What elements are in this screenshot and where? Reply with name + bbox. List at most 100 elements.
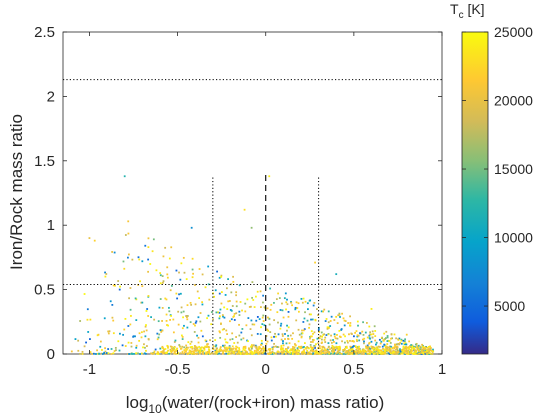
data-point: [420, 348, 423, 351]
data-point: [235, 336, 237, 338]
data-point: [235, 305, 238, 308]
data-point: [344, 335, 346, 338]
data-point: [354, 350, 357, 353]
data-point: [389, 345, 391, 348]
data-point: [367, 348, 370, 351]
data-point: [320, 352, 323, 355]
data-point: [279, 327, 282, 330]
y-tick-label: 2: [47, 88, 55, 105]
data-point: [244, 347, 247, 350]
data-point: [186, 304, 189, 307]
data-point: [215, 352, 218, 354]
data-point: [318, 331, 321, 333]
data-point: [311, 335, 313, 338]
data-point: [362, 333, 365, 336]
data-point: [338, 312, 341, 315]
data-point: [192, 350, 194, 353]
data-point: [208, 346, 210, 349]
x-tick-label: 0: [262, 361, 270, 378]
data-point: [159, 298, 162, 300]
data-point: [146, 345, 148, 347]
data-point: [424, 348, 427, 350]
data-point: [182, 316, 184, 319]
data-point: [228, 345, 231, 348]
data-point: [141, 331, 143, 334]
data-point: [285, 308, 287, 311]
data-point: [269, 308, 272, 311]
data-point: [244, 302, 247, 305]
data-point: [156, 338, 159, 341]
data-point: [251, 344, 253, 346]
data-point: [262, 351, 265, 353]
data-point: [183, 324, 185, 327]
data-point: [149, 263, 152, 265]
data-point: [162, 349, 165, 352]
data-point: [253, 323, 256, 326]
data-point: [416, 347, 419, 350]
data-point: [352, 345, 355, 347]
data-point: [406, 352, 408, 355]
data-point: [424, 346, 427, 349]
data-point: [287, 326, 290, 329]
data-point: [313, 302, 316, 304]
data-point: [196, 346, 199, 349]
data-point: [306, 302, 309, 305]
data-point: [325, 318, 328, 320]
data-point: [309, 346, 312, 348]
data-point: [169, 352, 172, 355]
data-point: [89, 338, 91, 340]
data-point: [394, 343, 396, 346]
data-point: [430, 347, 432, 349]
data-point: [417, 350, 420, 353]
data-point: [409, 352, 412, 355]
data-point: [413, 353, 416, 355]
data-point: [225, 341, 228, 344]
data-point: [291, 337, 294, 340]
data-point: [322, 345, 325, 348]
data-point: [280, 351, 283, 353]
data-point: [352, 352, 355, 354]
data-point: [297, 328, 300, 331]
data-point: [382, 351, 384, 354]
data-point: [276, 311, 279, 314]
data-point: [269, 331, 272, 333]
data-point: [181, 338, 184, 340]
data-point: [410, 347, 413, 350]
data-point: [113, 251, 116, 254]
data-point: [386, 340, 389, 342]
data-point: [170, 314, 172, 317]
data-point: [261, 351, 263, 354]
x-axis-label-main: log: [126, 393, 149, 412]
data-point: [334, 337, 337, 340]
data-point: [179, 278, 182, 281]
data-point: [138, 332, 141, 335]
data-point: [270, 339, 273, 342]
data-point: [388, 340, 391, 342]
data-point: [375, 343, 377, 346]
data-point: [127, 325, 130, 327]
data-point: [310, 313, 312, 316]
data-point: [104, 347, 106, 350]
data-point: [343, 319, 346, 322]
data-point: [214, 289, 217, 292]
data-point: [105, 273, 108, 275]
data-point: [430, 350, 433, 352]
data-point: [367, 350, 370, 352]
data-point: [186, 352, 189, 355]
data-point: [183, 346, 186, 349]
data-point: [104, 271, 106, 274]
data-point: [223, 328, 225, 330]
data-point: [133, 353, 135, 355]
data-point: [165, 313, 168, 316]
data-point: [179, 352, 182, 355]
data-point: [261, 316, 264, 319]
data-point: [412, 345, 415, 348]
data-point: [185, 278, 188, 281]
data-point: [193, 353, 196, 355]
data-point: [161, 275, 164, 278]
data-point: [229, 309, 232, 311]
data-point: [368, 334, 371, 337]
data-point: [147, 258, 150, 261]
data-point: [214, 345, 217, 348]
data-point: [193, 349, 196, 352]
